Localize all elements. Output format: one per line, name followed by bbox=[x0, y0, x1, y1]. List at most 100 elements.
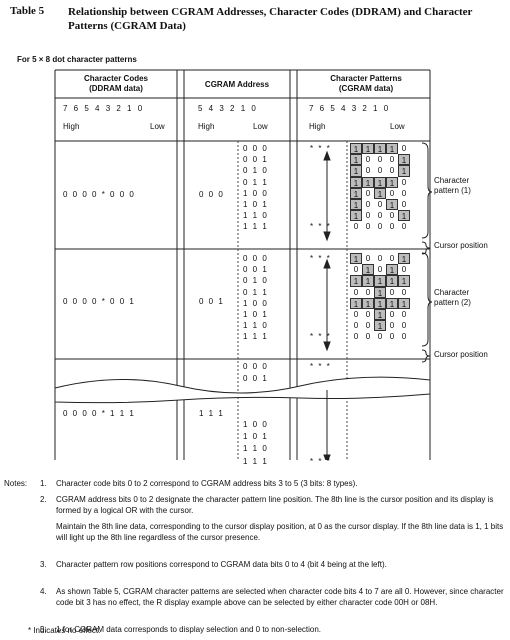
pattern-bit-cell: 0 bbox=[401, 265, 407, 275]
cgram-row-address: 1 1 0 bbox=[243, 321, 267, 331]
cgram-row-address: 0 0 1 bbox=[243, 265, 267, 275]
pattern-bit-cell: 0 bbox=[365, 287, 371, 297]
pattern-bit-cell: 0 bbox=[401, 310, 407, 319]
cgram-row-address: 1 1 0 bbox=[243, 444, 267, 454]
cgram-row-address: 1 0 0 bbox=[243, 298, 267, 308]
codes-high-label: High bbox=[63, 122, 80, 131]
no-effect-star-row: * * * bbox=[310, 332, 330, 342]
pattern-bit-cell: 1 bbox=[350, 154, 362, 166]
cgram-row-address: 0 0 0 bbox=[243, 362, 267, 371]
pattern-bit-cell: 1 bbox=[362, 264, 374, 276]
pattern-bit-cell: 0 bbox=[353, 332, 359, 342]
pattern-bit-cell: 0 bbox=[365, 155, 371, 165]
note-text: Character pattern row positions correspo… bbox=[56, 560, 387, 569]
header-character-codes: Character Codes (DDRAM data) bbox=[83, 74, 149, 93]
pattern-bit-cell: 0 bbox=[401, 200, 407, 209]
cgram-row-address: 1 0 0 bbox=[243, 188, 267, 198]
codes-low-label: Low bbox=[150, 122, 165, 131]
cgram-row-address: 0 0 1 bbox=[243, 155, 267, 165]
pattern-low-label: Low bbox=[390, 122, 405, 131]
pattern-bit-numbers: 7 6 5 4 3 2 1 0 bbox=[309, 104, 389, 113]
cgram-row-address: 1 1 1 bbox=[243, 222, 267, 232]
header-cgram-address: CGRAM Address bbox=[204, 80, 270, 89]
pattern-bit-cell: 1 bbox=[386, 143, 398, 155]
cursor-position-label-1: Cursor position bbox=[434, 241, 488, 250]
cgram-row-address: 0 1 0 bbox=[243, 276, 267, 286]
pattern-bit-cell: 0 bbox=[401, 222, 407, 232]
pattern-bit-cell: 0 bbox=[377, 166, 383, 176]
pattern-bit-cell: 1 bbox=[398, 275, 410, 287]
char-code-block-2: 0 0 0 0 * 0 0 1 bbox=[63, 297, 134, 306]
pattern-bit-cell: 0 bbox=[365, 200, 371, 209]
header-character-patterns: Character Patterns (CGRAM data) bbox=[330, 74, 402, 93]
pattern-bit-cell: 1 bbox=[374, 320, 386, 332]
pattern-bit-cell: 0 bbox=[389, 188, 395, 198]
pattern-bit-cell: 0 bbox=[365, 310, 371, 319]
pattern-bit-cell: 1 bbox=[398, 253, 410, 265]
pattern-bit-cell: 0 bbox=[365, 222, 371, 232]
cgram-bit-numbers: 5 4 3 2 1 0 bbox=[198, 104, 256, 113]
pattern-bit-cell: 0 bbox=[353, 222, 359, 232]
pattern-bit-cell: 1 bbox=[374, 275, 386, 287]
pattern-bit-cell: 0 bbox=[365, 332, 371, 342]
pattern-bit-cell: 1 bbox=[386, 297, 398, 309]
pattern-bit-cell: 0 bbox=[389, 321, 395, 331]
pattern-bit-cell: 0 bbox=[389, 287, 395, 297]
pattern-bit-cell: 1 bbox=[386, 199, 398, 211]
cgram-row-address: 1 0 1 bbox=[243, 310, 267, 319]
cgram-high-block-2: 0 0 1 bbox=[199, 297, 223, 306]
pattern-bit-cell: 1 bbox=[350, 187, 362, 199]
footnote: * Indicates no effect. bbox=[28, 626, 101, 635]
table-number: Table 5 bbox=[10, 5, 45, 17]
pattern-bit-cell: 0 bbox=[389, 166, 395, 176]
no-effect-star-row: * * * bbox=[310, 362, 330, 371]
pattern-bit-cell: 0 bbox=[401, 144, 407, 153]
cgram-row-address: 0 0 1 bbox=[243, 374, 267, 383]
pattern-bit-cell: 0 bbox=[365, 166, 371, 176]
note-text: As shown Table 5, CGRAM character patter… bbox=[56, 587, 504, 607]
cgram-high-label: High bbox=[198, 122, 215, 131]
pattern-bit-cell: 0 bbox=[401, 321, 407, 331]
pattern-bit-cell: 0 bbox=[389, 155, 395, 165]
cgram-low-label: Low bbox=[253, 122, 268, 131]
pattern-bit-cell: 1 bbox=[374, 297, 386, 309]
cgram-row-address: 1 0 1 bbox=[243, 200, 267, 209]
no-effect-star-row: * * * bbox=[310, 144, 330, 153]
note-number: 2. bbox=[40, 495, 47, 504]
table-subtitle: For 5 × 8 dot character patterns bbox=[17, 55, 137, 64]
pattern-bit-cell: 0 bbox=[401, 177, 407, 187]
codes-bit-numbers: 7 6 5 4 3 2 1 0 bbox=[63, 104, 143, 113]
note-text: Maintain the 8th line data, correspondin… bbox=[56, 522, 504, 542]
pattern-bit-cell: 1 bbox=[398, 165, 410, 177]
no-effect-star-row: * * * bbox=[310, 254, 330, 263]
note-number: 5. bbox=[40, 625, 47, 634]
note-text: 1 for CGRAM data corresponds to display … bbox=[56, 625, 322, 634]
pattern-bit-cell: 0 bbox=[365, 188, 371, 198]
note-text: CGRAM address bits 0 to 2 designate the … bbox=[56, 495, 494, 515]
pattern-bit-cell: 0 bbox=[365, 321, 371, 331]
cgram-row-address: 0 1 1 bbox=[243, 287, 267, 297]
pattern-bit-cell: 1 bbox=[374, 309, 386, 321]
pattern-bit-cell: 1 bbox=[350, 275, 362, 287]
pattern-bit-cell: 0 bbox=[377, 332, 383, 342]
pattern-bit-cell: 1 bbox=[374, 176, 386, 188]
pattern-bit-cell: 0 bbox=[401, 188, 407, 198]
pattern-bit-cell: 0 bbox=[365, 211, 371, 221]
pattern-bit-cell: 1 bbox=[350, 210, 362, 222]
pattern-bit-cell: 1 bbox=[350, 199, 362, 211]
pattern-bit-cell: 0 bbox=[377, 200, 383, 209]
cgram-row-address: 1 1 1 bbox=[243, 456, 267, 466]
cgram-row-address: 1 0 1 bbox=[243, 432, 267, 442]
pattern-bit-cell: 1 bbox=[386, 264, 398, 276]
pattern-bit-cell: 0 bbox=[377, 265, 383, 275]
pattern-bit-cell: 0 bbox=[389, 222, 395, 232]
pattern-bit-cell: 1 bbox=[374, 187, 386, 199]
pattern-bit-cell: 1 bbox=[350, 176, 362, 188]
pattern-bit-cell: 1 bbox=[374, 286, 386, 298]
char-code-block-3: 0 0 0 0 * 1 1 1 bbox=[63, 409, 134, 418]
cgram-high-block-1: 0 0 0 bbox=[199, 190, 223, 199]
pattern-label-1: Character pattern (1) bbox=[434, 176, 471, 195]
notes-label: Notes: bbox=[4, 479, 28, 488]
cgram-row-address: 1 0 0 bbox=[243, 420, 267, 429]
pattern-bit-cell: 1 bbox=[350, 165, 362, 177]
